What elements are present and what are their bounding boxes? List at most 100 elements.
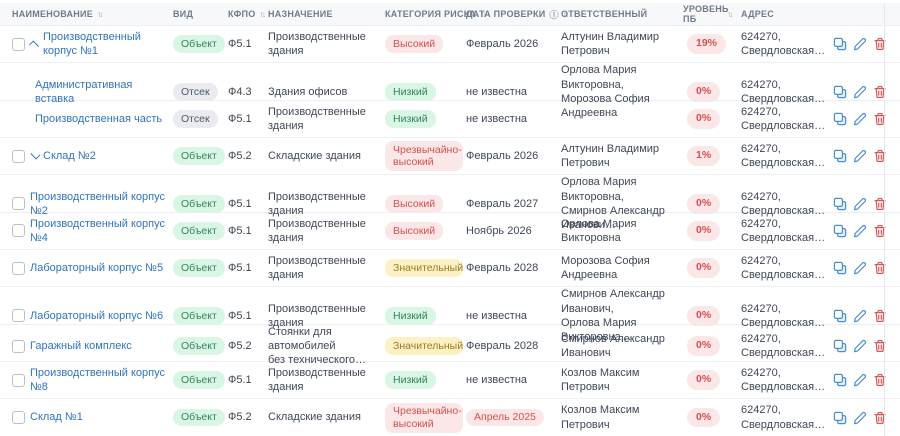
trash-icon[interactable] <box>873 85 887 99</box>
object-name-link[interactable]: Производственный корпус №2 <box>30 190 165 217</box>
responsible-cell: Смирнов Александр Иванович <box>561 332 665 360</box>
object-name-link[interactable]: Склад №1 <box>30 411 83 424</box>
object-name-link[interactable]: Производственный корпус №8 <box>30 366 165 394</box>
row-checkbox[interactable] <box>12 261 25 275</box>
col-header-type: Вид <box>173 9 228 19</box>
trash-icon[interactable] <box>873 37 887 51</box>
date-value: Февраль 2028 <box>466 262 539 275</box>
copy-icon[interactable] <box>833 411 847 425</box>
sort-icon[interactable]: ↑↓ <box>97 9 103 19</box>
type-badge: Объект <box>173 259 225 278</box>
row-checkbox[interactable] <box>12 411 25 425</box>
row-actions <box>833 85 887 99</box>
pencil-icon[interactable] <box>853 112 867 126</box>
object-name-link[interactable]: Производственная часть <box>35 112 163 125</box>
copy-icon[interactable] <box>833 309 847 323</box>
sort-icon[interactable]: ↑↓ <box>259 9 266 19</box>
object-name-link[interactable]: Производственный корпус №1 <box>43 30 141 58</box>
sort-icon[interactable]: ↑↓ <box>480 9 486 19</box>
trash-icon[interactable] <box>873 411 887 425</box>
row-checkbox[interactable] <box>12 149 25 163</box>
object-name-link[interactable]: Лабораторный корпус №6 <box>30 309 164 322</box>
sort-icon[interactable]: ↑↓ <box>727 9 733 19</box>
responsible-cell: Орлова Мария Викторовна, Смирнов Алексан… <box>561 176 665 232</box>
object-name-link[interactable]: Лабораторный корпус №5 <box>30 262 164 275</box>
purpose-cell: Производственные здания <box>268 30 366 58</box>
info-icon[interactable]: ⓘ <box>549 9 559 20</box>
table-row: Производственный корпус №8 Объект Ф5.1 П… <box>0 361 900 399</box>
col-label: Ответственный <box>561 9 648 19</box>
type-badge: Объект <box>173 35 225 53</box>
purpose-cell: Стоянки для автомобилей без технического… <box>268 325 366 367</box>
risk-badge: Высокий <box>385 195 444 213</box>
row-actions <box>833 112 887 126</box>
kfpo-cell: Ф5.1 <box>228 309 252 322</box>
risk-cell: Высокий <box>385 35 466 53</box>
table-row: Склад №1 Объект Ф5.2 Складские здания Чр… <box>0 398 900 436</box>
copy-icon[interactable] <box>833 197 847 211</box>
row-checkbox[interactable] <box>12 37 25 51</box>
date-cell: Февраль 2027 <box>466 197 561 211</box>
sort-icon[interactable]: ↑↓ <box>562 9 569 19</box>
trash-icon[interactable] <box>873 112 887 126</box>
risk-cell: Низкий <box>385 83 466 101</box>
copy-icon[interactable] <box>833 224 847 238</box>
pencil-icon[interactable] <box>853 309 867 323</box>
row-checkbox[interactable] <box>12 197 25 211</box>
object-name-link[interactable]: Гаражный комплекс <box>30 340 132 353</box>
object-name-link[interactable]: Склад №2 <box>43 150 96 163</box>
trash-icon[interactable] <box>873 149 887 163</box>
trash-icon[interactable] <box>873 373 887 387</box>
pencil-icon[interactable] <box>853 85 867 99</box>
row-actions <box>833 224 887 238</box>
pinned-column-divider <box>884 250 900 287</box>
date-value: не известна <box>466 309 528 322</box>
copy-icon[interactable] <box>833 373 847 387</box>
row-checkbox[interactable] <box>12 373 25 387</box>
trash-icon[interactable] <box>873 224 887 238</box>
copy-icon[interactable] <box>833 339 847 353</box>
col-header-responsible: Ответственный <box>561 9 683 19</box>
row-actions <box>833 411 887 425</box>
pb-level-cell: 0% <box>683 194 741 214</box>
chevron-down-icon[interactable] <box>30 149 41 160</box>
copy-icon[interactable] <box>833 37 847 51</box>
object-name-link[interactable]: Административная вставка <box>35 78 133 105</box>
type-cell: Отсек <box>173 83 228 101</box>
chevron-up-icon[interactable] <box>29 40 39 51</box>
pb-level-badge: 0% <box>687 82 721 102</box>
pb-level-badge: 0% <box>687 407 721 428</box>
pb-level-cell: 19% <box>683 34 741 54</box>
table-row: Производственный корпус №4 Объект Ф5.1 П… <box>0 211 900 250</box>
responsible-cell: Козлов Максим Петрович <box>561 404 640 431</box>
purpose-cell: Производственные здания <box>268 366 366 394</box>
trash-icon[interactable] <box>873 309 887 323</box>
pencil-icon[interactable] <box>853 37 867 51</box>
copy-icon[interactable] <box>833 261 847 275</box>
trash-icon[interactable] <box>873 261 887 275</box>
row-checkbox[interactable] <box>12 309 25 323</box>
pencil-icon[interactable] <box>853 373 867 387</box>
name-cell: Гаражный комплекс <box>12 339 173 353</box>
col-header-risk: Категория риска ↑↓ <box>385 9 486 19</box>
pencil-icon[interactable] <box>853 339 867 353</box>
risk-badge: Низкий <box>385 83 436 101</box>
pencil-icon[interactable] <box>853 149 867 163</box>
pencil-icon[interactable] <box>853 197 867 211</box>
col-header-pb-level: Уровень ПБ ↑↓ <box>683 4 741 25</box>
address-cell: 624270, Свердловская… <box>741 366 826 394</box>
date-value: Февраль 2026 <box>466 38 539 51</box>
row-checkbox[interactable] <box>12 224 25 238</box>
pencil-icon[interactable] <box>853 261 867 275</box>
col-label: Уровень ПБ <box>683 3 729 24</box>
col-label: Дата проверки <box>466 9 546 19</box>
copy-icon[interactable] <box>833 149 847 163</box>
copy-icon[interactable] <box>833 112 847 126</box>
trash-icon[interactable] <box>873 197 887 211</box>
copy-icon[interactable] <box>833 85 847 99</box>
trash-icon[interactable] <box>873 339 887 353</box>
row-checkbox[interactable] <box>12 339 25 353</box>
object-name-link[interactable]: Производственный корпус №4 <box>30 217 165 244</box>
pencil-icon[interactable] <box>853 224 867 238</box>
pencil-icon[interactable] <box>853 411 867 425</box>
